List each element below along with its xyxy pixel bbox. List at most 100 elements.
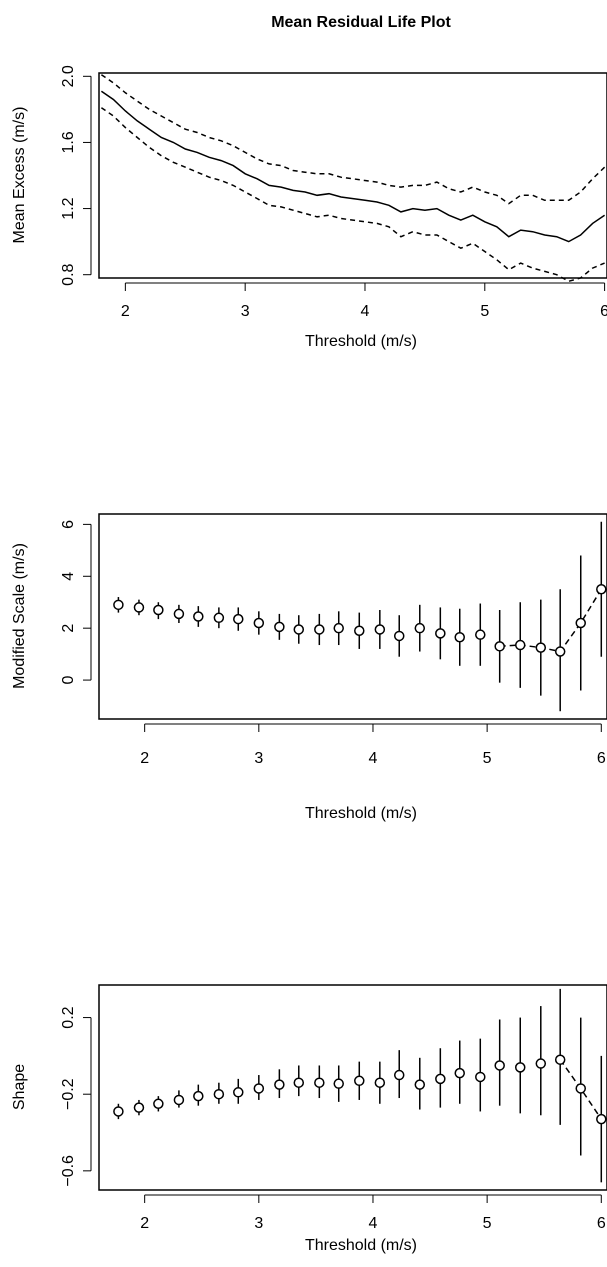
y-axis: −0.6 −0.2 0.2 xyxy=(60,1006,92,1187)
data-point xyxy=(253,1083,265,1094)
data-point xyxy=(575,617,586,629)
data-point xyxy=(153,1098,164,1110)
y-tick-label: 4 xyxy=(60,572,77,581)
points-group xyxy=(113,521,607,712)
connecting-dashed-line xyxy=(499,588,602,653)
x-tick-label: 2 xyxy=(140,1215,149,1232)
data-point xyxy=(314,1077,325,1088)
y-axis: 0.8 1.2 1.6 2.0 xyxy=(60,65,92,286)
x-tick-label: 6 xyxy=(597,1215,606,1232)
data-point xyxy=(233,1087,244,1098)
data-point xyxy=(435,1073,446,1085)
data-point xyxy=(133,1102,145,1113)
x-tick-label: 3 xyxy=(254,1215,263,1232)
y-tick-label: 2.0 xyxy=(60,65,77,87)
data-point xyxy=(435,628,446,639)
data-point xyxy=(113,599,124,611)
data-point xyxy=(293,624,305,635)
data-point xyxy=(374,1077,386,1088)
data-point xyxy=(233,613,244,625)
data-point xyxy=(535,642,547,653)
data-point xyxy=(475,1071,486,1083)
data-point xyxy=(274,621,285,633)
y-tick-label: 1.6 xyxy=(60,131,77,153)
data-point xyxy=(535,1058,547,1069)
plot-frame xyxy=(98,72,607,279)
mean-residual-life-panel: 2 3 4 5 6 0.8 1.2 1.6 2.0 Threshold (m/s) Mean … xyxy=(11,65,607,350)
data-point xyxy=(213,1088,225,1100)
x-tick-label: 6 xyxy=(600,303,607,320)
y-tick-label: 2 xyxy=(60,624,77,633)
data-point xyxy=(354,1075,365,1087)
data-point xyxy=(414,622,426,634)
data-point xyxy=(475,629,486,640)
data-point xyxy=(213,612,225,624)
y-tick-label: −0.6 xyxy=(60,1155,77,1187)
data-point xyxy=(274,1079,285,1090)
data-point xyxy=(494,1060,505,1071)
plot-frame xyxy=(98,513,607,720)
y-tick-label: 0 xyxy=(60,676,77,685)
x-axis-label: Threshold (m/s) xyxy=(305,805,417,822)
data-point xyxy=(454,1067,465,1079)
y-axis-label: Shape xyxy=(11,1064,28,1110)
data-point xyxy=(494,641,505,652)
y-tick-label: −0.2 xyxy=(60,1078,77,1110)
data-point xyxy=(554,1054,566,1065)
y-axis-label: Mean Excess (m/s) xyxy=(11,107,28,244)
modified-scale-panel: 2 3 4 5 6 0 2 4 6 Threshold (m/s) Modified Scal… xyxy=(11,513,607,822)
data-point xyxy=(173,1094,185,1106)
x-axis: 2 3 4 5 6 xyxy=(140,723,606,767)
data-point xyxy=(333,622,344,634)
y-tick-label: 0.8 xyxy=(60,263,77,285)
x-axis: 2 3 4 5 6 xyxy=(121,282,607,320)
x-tick-label: 6 xyxy=(597,750,606,767)
x-tick-label: 4 xyxy=(369,750,378,767)
shape-panel: 2 3 4 5 6 −0.6 −0.2 0.2 Threshold (m/s) Shape xyxy=(11,984,607,1254)
y-tick-label: 6 xyxy=(60,520,77,529)
confidence-band-line xyxy=(100,74,606,205)
y-tick-label: 0.2 xyxy=(60,1006,77,1028)
data-point xyxy=(596,1113,607,1125)
x-tick-label: 5 xyxy=(480,303,489,320)
x-axis-label: Threshold (m/s) xyxy=(305,333,417,350)
data-point xyxy=(173,608,185,620)
data-point xyxy=(596,584,607,595)
data-point xyxy=(253,617,265,629)
data-point xyxy=(454,632,465,643)
data-point xyxy=(414,1079,426,1090)
data-point xyxy=(314,624,325,635)
data-point xyxy=(153,604,164,616)
series-group xyxy=(100,74,606,283)
x-tick-label: 5 xyxy=(483,750,492,767)
data-point xyxy=(575,1083,586,1094)
chart-title: Mean Residual Life Plot xyxy=(271,14,451,31)
x-tick-label: 3 xyxy=(241,303,250,320)
plot-frame xyxy=(98,984,607,1191)
points-group xyxy=(113,988,607,1183)
data-point xyxy=(514,639,526,651)
data-point xyxy=(393,1069,405,1081)
y-axis-label: Modified Scale (m/s) xyxy=(11,543,28,689)
x-tick-label: 2 xyxy=(121,303,130,320)
data-point xyxy=(333,1078,344,1089)
data-point xyxy=(113,1106,124,1117)
data-point xyxy=(514,1062,526,1073)
data-point xyxy=(293,1077,305,1088)
confidence-band-line xyxy=(100,107,605,283)
data-point xyxy=(133,602,145,613)
x-axis-label: Threshold (m/s) xyxy=(305,1237,417,1254)
x-tick-label: 4 xyxy=(361,303,370,320)
data-point xyxy=(354,625,365,637)
mean-excess-line xyxy=(100,90,606,243)
data-point xyxy=(554,646,566,657)
data-point xyxy=(193,1090,204,1102)
x-axis: 2 3 4 5 6 xyxy=(140,1194,606,1232)
y-tick-label: 1.2 xyxy=(60,197,77,219)
data-point xyxy=(193,611,204,622)
data-point xyxy=(393,630,405,642)
data-point xyxy=(374,624,386,635)
x-tick-label: 2 xyxy=(140,750,149,767)
x-tick-label: 5 xyxy=(483,1215,492,1232)
